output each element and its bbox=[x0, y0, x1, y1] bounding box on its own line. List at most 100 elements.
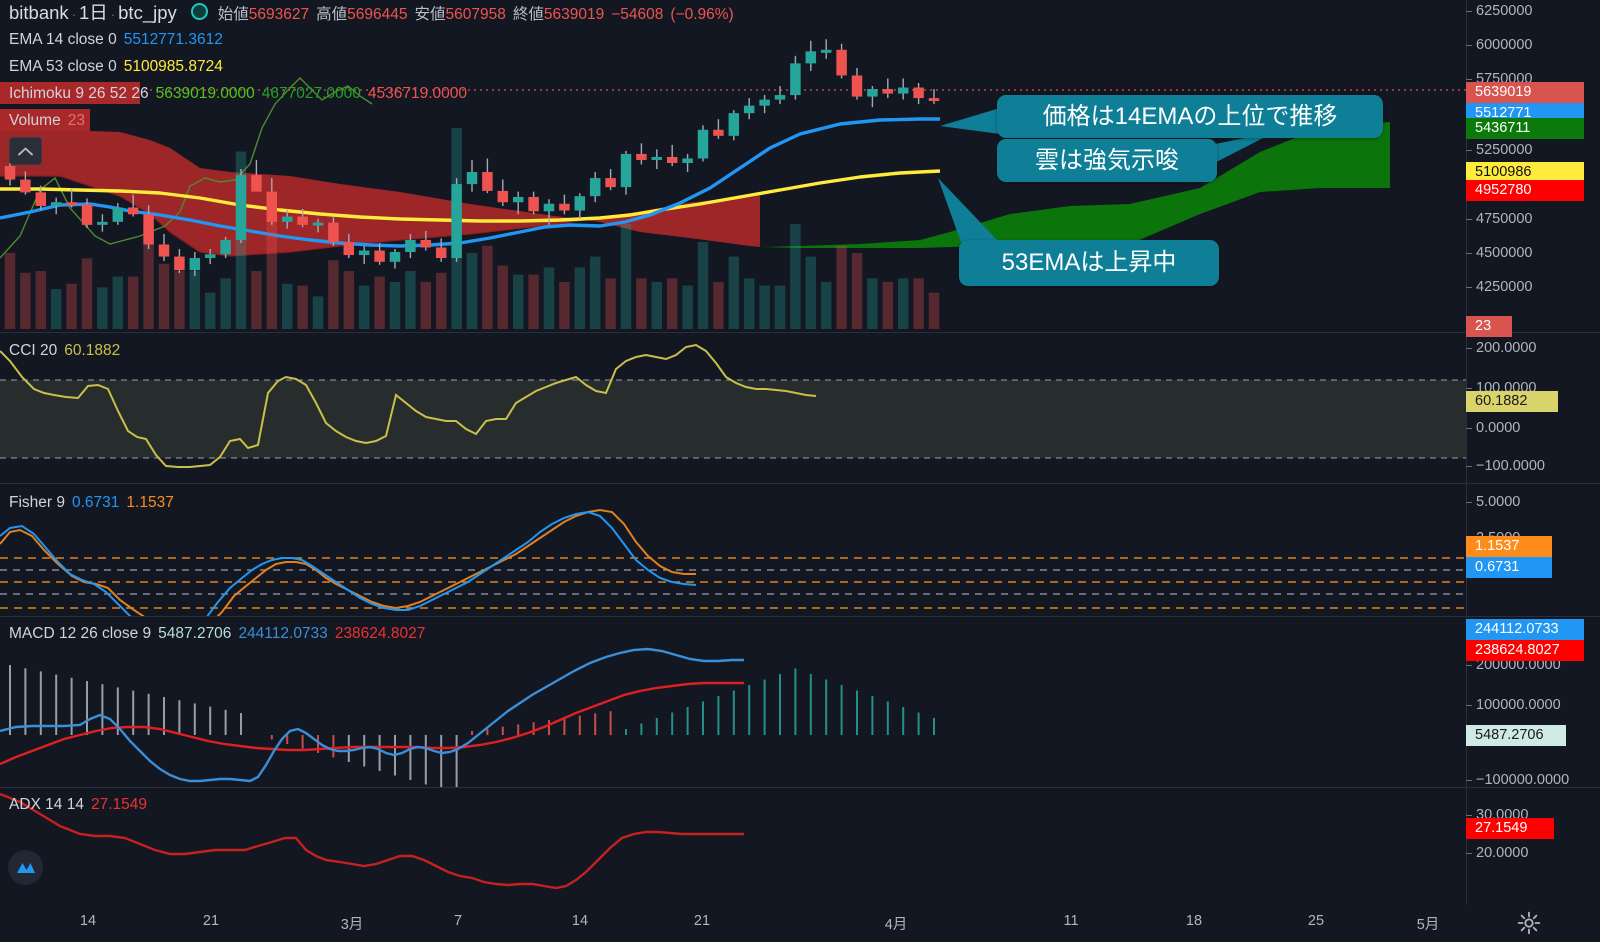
legend-volume-value: 23 bbox=[67, 112, 85, 129]
volume-bar bbox=[851, 252, 863, 329]
volume-bar bbox=[543, 267, 555, 329]
volume-bar bbox=[50, 289, 62, 329]
time-axis-label: 5月 bbox=[1416, 917, 1440, 933]
legend-macd[interactable]: MACD 12 26 close 9 5487.2706 244112.0733 23… bbox=[9, 625, 425, 643]
adx-tick: 20.0000 bbox=[1476, 845, 1529, 861]
candle-body bbox=[297, 216, 308, 225]
cci-chart-svg bbox=[0, 343, 1466, 468]
volume-bar bbox=[774, 285, 786, 329]
legend-ema14[interactable]: EMA 14 close 0 5512771.3612 bbox=[9, 31, 223, 49]
fisher-chart-svg bbox=[0, 508, 1466, 616]
volume-bar bbox=[589, 256, 601, 329]
volume-bar bbox=[867, 278, 878, 329]
macd-hist-pill[interactable]: 5487.2706 bbox=[1466, 725, 1566, 746]
price-tick: 5250000 bbox=[1476, 142, 1533, 158]
candle-body bbox=[127, 207, 139, 215]
candle-body bbox=[328, 222, 339, 243]
legend-fisher-title: Fisher 9 bbox=[9, 494, 65, 511]
legend-cci-title: CCI 20 bbox=[9, 342, 58, 359]
volume-bar bbox=[928, 292, 940, 329]
candle-body bbox=[235, 175, 247, 240]
cci-pill[interactable]: 60.1882 bbox=[1466, 391, 1558, 412]
legend-volume[interactable]: Volume 23 bbox=[9, 112, 85, 130]
candle-body bbox=[420, 239, 432, 248]
price-axis[interactable]: 6250000 6000000 5750000 5250000 4750000 … bbox=[1466, 0, 1600, 905]
macd-tick: 200000.0000 bbox=[1476, 657, 1561, 673]
volume-bar bbox=[805, 256, 817, 329]
legend-ema53[interactable]: EMA 53 close 0 5100985.8724 bbox=[9, 58, 223, 76]
fisher-tick: 5.0000 bbox=[1476, 494, 1521, 510]
volume-pill[interactable]: 23 bbox=[1466, 316, 1512, 337]
candle-body bbox=[81, 204, 93, 225]
tradingview-logo-icon[interactable] bbox=[8, 850, 43, 885]
note-ema53-rising[interactable]: 53EMAは上昇中 bbox=[959, 240, 1219, 286]
ema53-pill[interactable]: 5100986 bbox=[1466, 162, 1584, 183]
fisher-trigger-pill[interactable]: 1.1537 bbox=[1466, 536, 1552, 557]
pane-separator-fisher[interactable] bbox=[0, 483, 1600, 484]
volume-bar bbox=[559, 281, 570, 329]
ichimoku-legend-chip bbox=[0, 82, 140, 104]
price-tick: 6250000 bbox=[1476, 3, 1533, 19]
legend-adx[interactable]: ADX 14 14 27.1549 bbox=[9, 796, 147, 814]
volume-bar bbox=[66, 283, 77, 329]
adx-pill[interactable]: 27.1549 bbox=[1466, 818, 1554, 839]
legend-ichimoku[interactable]: Ichimoku 9 26 52 26 5639019.0000 4677027.0… bbox=[9, 85, 467, 103]
candle-body bbox=[189, 258, 201, 271]
settings-button[interactable] bbox=[1516, 910, 1542, 936]
note-price-above-ema14[interactable]: 価格は14EMAの上位で推移 bbox=[997, 95, 1383, 138]
candle-body bbox=[281, 216, 293, 222]
macd-pane[interactable] bbox=[0, 617, 1466, 787]
pane-separator-macd[interactable] bbox=[0, 616, 1600, 617]
candle-body bbox=[836, 49, 847, 76]
price-pane[interactable] bbox=[0, 0, 1466, 332]
legend-fisher-v1: 0.6731 bbox=[72, 494, 120, 511]
volume-bar bbox=[189, 271, 201, 329]
time-axis[interactable]: 14 21 3月 7 14 21 4月 11 18 25 5月 bbox=[0, 905, 1600, 942]
fisher-pane[interactable] bbox=[0, 484, 1466, 616]
candle-body bbox=[559, 203, 570, 211]
price-tick: 6000000 bbox=[1476, 37, 1533, 53]
macd-signal-pill[interactable]: 238624.8027 bbox=[1466, 640, 1584, 661]
pane-separator-cci[interactable] bbox=[0, 332, 1600, 333]
candle-body bbox=[636, 153, 647, 160]
macd-tick: −100000.0000 bbox=[1476, 772, 1570, 788]
volume-bar bbox=[605, 278, 616, 329]
collapse-pane-button[interactable] bbox=[9, 137, 42, 165]
candle-body bbox=[851, 75, 863, 97]
interval-label[interactable]: 1日 bbox=[79, 2, 108, 23]
volume-bar bbox=[358, 285, 370, 329]
note-cloud-bullish[interactable]: 雲は強気示唆 bbox=[997, 139, 1217, 182]
fisher-pill[interactable]: 0.6731 bbox=[1466, 557, 1552, 578]
candle-body bbox=[574, 196, 586, 211]
note-ema53-rising-text: 53EMAは上昇中 bbox=[1001, 249, 1177, 276]
symbol-name[interactable]: btc_jpy bbox=[118, 2, 177, 23]
candle-body bbox=[497, 190, 509, 203]
adx-pane[interactable] bbox=[0, 788, 1466, 905]
close-label: 終値 bbox=[512, 6, 544, 23]
time-axis-label: 21 bbox=[693, 913, 711, 929]
pane-separator-adx[interactable] bbox=[0, 787, 1600, 788]
candle-body bbox=[266, 191, 278, 222]
ohlc-readout: 始値5693627 高値5696445 安値5607958 終値5639019 −546… bbox=[218, 6, 734, 23]
candle-body bbox=[4, 166, 16, 180]
candle-body bbox=[867, 89, 878, 97]
macd-value-pill[interactable]: 244112.0733 bbox=[1466, 619, 1584, 640]
volume-bar bbox=[127, 276, 139, 329]
note-cloud-bullish-text: 雲は強気示唆 bbox=[1035, 146, 1179, 174]
legend-cci[interactable]: CCI 20 60.1882 bbox=[9, 342, 120, 360]
ichimoku-span-pill[interactable]: 5436711 bbox=[1466, 118, 1584, 139]
candle-body bbox=[466, 172, 478, 185]
volume-bar bbox=[759, 285, 770, 329]
volume-bar bbox=[682, 285, 693, 329]
legend-fisher[interactable]: Fisher 9 0.6731 1.1537 bbox=[9, 494, 174, 512]
macd-line bbox=[0, 647, 744, 783]
cci-pane[interactable] bbox=[0, 333, 1466, 483]
ichimoku-lead-pill[interactable]: 5639019 bbox=[1466, 82, 1584, 103]
last-price-pill[interactable]: 4952780 bbox=[1466, 180, 1584, 201]
candle-body bbox=[97, 221, 108, 225]
candle-body bbox=[451, 184, 462, 259]
legend-macd-v1: 5487.2706 bbox=[158, 625, 232, 642]
macd-signal-line bbox=[0, 681, 744, 766]
volume-bar bbox=[281, 283, 293, 329]
exchange-name[interactable]: bitbank bbox=[9, 2, 69, 23]
